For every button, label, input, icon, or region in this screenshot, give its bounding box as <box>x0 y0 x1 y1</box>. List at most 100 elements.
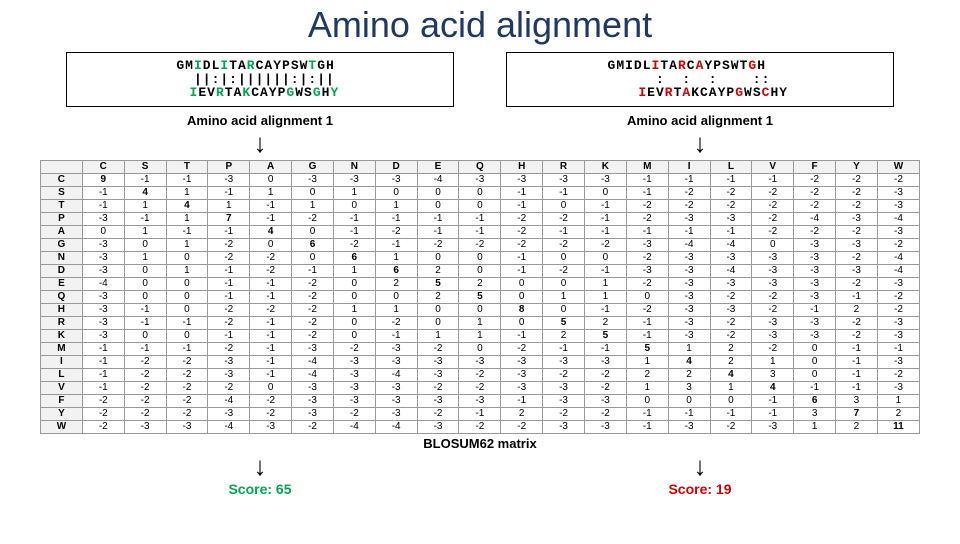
matrix-cell: -3 <box>877 316 919 329</box>
matrix-cell: -2 <box>459 381 501 394</box>
matrix-cell: -1 <box>543 186 585 199</box>
matrix-cell: -2 <box>250 251 292 264</box>
matrix-row-header: G <box>41 238 83 251</box>
matrix-cell: -1 <box>459 225 501 238</box>
matrix-row-header: C <box>41 173 83 186</box>
matrix-col-header: W <box>877 160 919 173</box>
matrix-cell: 1 <box>877 394 919 407</box>
matrix-cell: -2 <box>543 212 585 225</box>
page-title: Amino acid alignment <box>0 4 960 46</box>
matrix-cell: 5 <box>584 329 626 342</box>
matrix-cell: -3 <box>877 381 919 394</box>
matrix-cell: 0 <box>124 290 166 303</box>
matrix-cell: 0 <box>501 290 543 303</box>
matrix-cell: 0 <box>250 238 292 251</box>
matrix-cell: -2 <box>417 381 459 394</box>
matrix-row-header: P <box>41 212 83 225</box>
matrix-cell: -1 <box>208 264 250 277</box>
matrix-cell: -3 <box>459 355 501 368</box>
seq-fragment: YPSWT <box>704 58 748 73</box>
seq-fragment: GH <box>317 58 343 73</box>
matrix-col-header: F <box>794 160 836 173</box>
matrix-col-header: I <box>668 160 710 173</box>
matrix-cell: -1 <box>250 355 292 368</box>
matrix-cell: 0 <box>543 277 585 290</box>
matrix-cell: 0 <box>333 329 375 342</box>
matrix-cell: 0 <box>626 394 668 407</box>
matrix-cell: -1 <box>250 368 292 381</box>
matrix-cell: -1 <box>208 225 250 238</box>
seq2: IEVRTAKCAYPGWSCHY <box>525 86 874 100</box>
matrix-cell: -1 <box>794 303 836 316</box>
matrix-cell: -3 <box>752 316 794 329</box>
arrow-down-icon: ↓ <box>66 453 453 479</box>
matrix-cell: -2 <box>208 238 250 251</box>
matrix-cell: -2 <box>417 342 459 355</box>
matrix-cell: -1 <box>626 407 668 420</box>
matrix-cell: -3 <box>166 420 208 433</box>
matrix-cell: 6 <box>333 251 375 264</box>
matrix-cell: -2 <box>877 290 919 303</box>
matrix-cell: -2 <box>584 381 626 394</box>
matrix-cell: -3 <box>417 420 459 433</box>
matrix-cell: 1 <box>417 329 459 342</box>
matrix-cell: -2 <box>250 394 292 407</box>
matrix-cell: -3 <box>836 212 878 225</box>
matrix-container: CSTPAGNDEQHRKMILVFYWC9-1-1-30-3-3-3-4-3-… <box>40 160 920 451</box>
matrix-cell: 4 <box>250 225 292 238</box>
matrix-cell: 0 <box>710 394 752 407</box>
matrix-cell: -2 <box>208 303 250 316</box>
matrix-cell: 1 <box>543 290 585 303</box>
matrix-cell: 0 <box>501 277 543 290</box>
matrix-cell: 0 <box>459 303 501 316</box>
matrix-cell: 0 <box>417 199 459 212</box>
matrix-cell: 2 <box>877 407 919 420</box>
matrix-cell: 0 <box>417 186 459 199</box>
seq-fragment: DL <box>203 58 221 73</box>
matrix-cell: -2 <box>166 368 208 381</box>
matrix-cell: -3 <box>417 368 459 381</box>
matrix-cell: -3 <box>82 316 124 329</box>
alignment-box-left: GMIDLITARCAYPSWTGH ||:|:||||||:|:|| IEVR… <box>66 52 453 107</box>
matrix-cell: -2 <box>333 238 375 251</box>
matrix-cell: 0 <box>124 264 166 277</box>
matrix-cell: -2 <box>166 407 208 420</box>
matrix-cell: 1 <box>459 329 501 342</box>
seq-fragment: CAYPSW <box>256 58 309 73</box>
seq-fragment: A <box>682 85 691 100</box>
matrix-cell: 1 <box>584 290 626 303</box>
matrix-cell: 5 <box>626 342 668 355</box>
matrix-cell: -3 <box>333 381 375 394</box>
matrix-cell: -3 <box>543 420 585 433</box>
matrix-cell: -1 <box>333 225 375 238</box>
matrix-cell: -2 <box>626 277 668 290</box>
seq-fragment: HY <box>770 85 788 100</box>
matrix-cell: 0 <box>250 381 292 394</box>
matrix-cell: -3 <box>333 355 375 368</box>
matrix-cell: 1 <box>333 186 375 199</box>
matrix-row-header: E <box>41 277 83 290</box>
matrix-cell: -3 <box>501 381 543 394</box>
matrix-cell: -3 <box>501 355 543 368</box>
matrix-col-header: C <box>82 160 124 173</box>
matrix-cell: 0 <box>417 251 459 264</box>
matrix-cell: -2 <box>836 251 878 264</box>
left-score-col: ↓ Score: 65 <box>66 451 453 497</box>
matrix-cell: -1 <box>82 368 124 381</box>
matrix-cell: -2 <box>375 225 417 238</box>
matrix-col-header: G <box>292 160 334 173</box>
matrix-cell: -2 <box>752 303 794 316</box>
matrix-cell: -2 <box>250 407 292 420</box>
matrix-cell: 0 <box>250 173 292 186</box>
seq-fragment: I <box>220 58 229 73</box>
matrix-cell: -3 <box>668 277 710 290</box>
left-column: GMIDLITARCAYPSWTGH ||:|:||||||:|:|| IEVR… <box>66 52 453 158</box>
matrix-cell: -1 <box>375 329 417 342</box>
matrix-cell: -1 <box>626 329 668 342</box>
matrix-cell: 5 <box>459 290 501 303</box>
matrix-cell: -2 <box>375 316 417 329</box>
matrix-cell: -1 <box>710 225 752 238</box>
matrix-cell: -1 <box>626 173 668 186</box>
matrix-cell: -1 <box>208 186 250 199</box>
matrix-cell: -3 <box>208 355 250 368</box>
